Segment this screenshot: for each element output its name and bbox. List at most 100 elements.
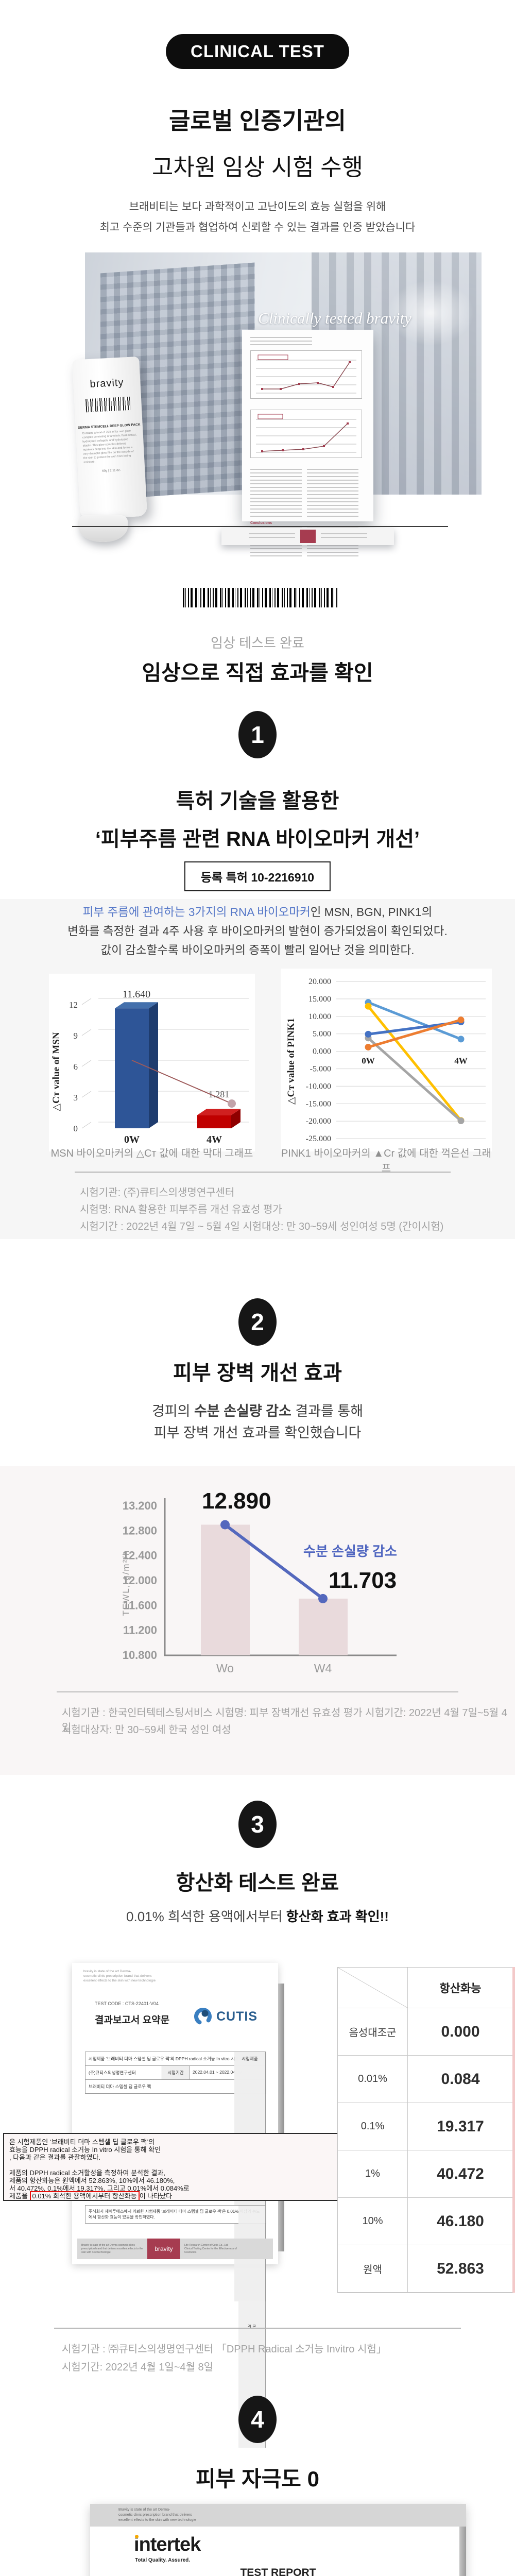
product-brand-label: bravity [89,377,124,390]
svg-text:-20.000: -20.000 [306,1117,331,1126]
table-corner-cell [338,1968,408,2008]
svg-text:수분 손실량 감소: 수분 손실량 감소 [303,1544,397,1559]
document-shadow-edge [278,1984,284,2251]
section-1-number-badge: 1 [238,711,277,758]
document-shadow-edge [459,2522,466,2576]
paper-footer-logo [300,530,316,543]
svg-text:W4: W4 [314,1662,332,1675]
decorative-barcode [183,588,337,607]
svg-text:9: 9 [74,1031,78,1041]
svg-text:12.000: 12.000 [123,1574,157,1587]
msn-bar-chart: 0 3 6 9 12 0W 4W 11.640 1.281 △Cт value of MSN [49,974,255,1151]
section-2-number-badge: 2 [238,1298,277,1346]
section-3-number-badge: 3 [238,1801,277,1848]
test-name-info: 시험명: RNA 활용한 피부주름 개선 유효성 평가 [80,1204,282,1215]
msn-chart-caption: MSN 바이오마커의 △Cт 값에 대한 막대 그래프 [50,1148,253,1159]
table-row-value: 0.000 [408,2008,513,2056]
table-row-label: 1% [338,2150,408,2198]
svg-text:4W: 4W [454,1056,468,1066]
intertek-test-report-document: Bravity is state of the art Derma- cosme… [90,2504,466,2576]
research-paper: Conclusions [221,330,394,557]
cutis-logo: CUTIS [193,2006,258,2027]
section-4-title: 피부 자극도 0 [196,2467,319,2491]
svg-text:12: 12 [69,1000,78,1010]
svg-text:12.800: 12.800 [123,1524,157,1537]
product-description-label: Contains a total of 75% of its own glow … [82,429,137,464]
section-3-title: 항산화 테스트 완료 [176,1872,339,1894]
svg-text:12.400: 12.400 [123,1549,157,1562]
svg-text:10.000: 10.000 [308,1012,331,1021]
table-row-label: 음성대조군 [338,2008,408,2056]
paper-chart-1 [250,350,362,399]
svg-text:TEWL, g/m²/h: TEWL, g/m²/h [121,1550,131,1616]
cutis-document-footer: Bravity is state of the art Derma-cosmet… [77,2239,273,2259]
pink1-line-chart: 20.000 15.000 10.000 5.000 0.000 -5.000 -10.00… [281,969,492,1151]
svg-text:Wo: Wo [216,1662,234,1675]
cutis-summary-table: 시험명 시험제품 ‘브래비티 더마 스템셀 딥 글로우 팩’의 DPPH rad… [85,2052,266,2301]
table-row-label: 0.01% [338,2056,408,2103]
test-period-info: 시험기간 : 2022년 4월 7일 ~ 5월 4일 시험대상: 만 30~59… [80,1221,444,1232]
svg-text:△Cт value of MSN: △Cт value of MSN [51,1032,62,1111]
pink1-chart-caption: PINK1 바이오마커의 ▲Cr 값에 대한 꺽은선 그래프 [281,1148,492,1174]
svg-text:1.281: 1.281 [209,1089,230,1099]
table-row-value: 0.084 [408,2056,513,2103]
table-accent-strip [512,1967,515,2293]
intro-headline: 임상으로 직접 효과를 확인 [142,661,373,685]
svg-text:4W: 4W [207,1134,222,1145]
svg-text:3: 3 [74,1093,78,1103]
svg-text:13.200: 13.200 [123,1499,157,1512]
divider-line [75,1172,451,1173]
document-header-small-text: bravity is state of the art Derma- cosme… [83,1970,156,1982]
paper-columns [250,469,365,518]
divider-line [54,2328,461,2329]
svg-text:0: 0 [74,1124,78,1133]
paper-text-placeholder [250,337,312,346]
page-title-line1: 글로벌 인증기관의 [169,108,346,134]
svg-text:0W: 0W [124,1134,140,1145]
document-header-bar: Bravity is state of the art Derma- cosme… [90,2504,466,2527]
antioxidant-highlight: 0.01% 희석한 용액에서부터 항산화능 [29,2191,140,2200]
product-tube: bravity DERMA STEMCELL DEEP GLOW PACK Co… [72,356,148,520]
conclusion-row: 결 론 주식회사 제이투에스에서 의뢰한 시험제품 ‘브래비티 더마 스템셀 딥… [85,2205,266,2448]
intro-eyebrow: 임상 테스트 완료 [211,635,304,651]
test-org-info: 시험기관 : 한국인터텍테스팅서비스 시험명: 피부 장벽개선 유효성 평가 시… [62,1707,507,1734]
table-header-cell: 항산화능 [408,1968,513,2008]
product-barcode [85,396,131,413]
test-subject-info: 시험대상자: 만 30~59세 한국 성인 여성 [62,1724,231,1736]
section-1-paragraph: 피부 주름에 관여하는 3가지의 RNA 바이오마커인 MSN, BGN, PI… [67,906,448,957]
table-row-value: 19.317 [408,2103,513,2150]
paragraph-highlight: 피부 주름에 관여하는 3가지의 RNA 바이오마커 [82,906,311,919]
divider-line [72,526,448,527]
svg-text:-10.000: -10.000 [306,1082,331,1091]
section-1-title-line2: ‘피부주름 관련 RNA 바이오마커 개선’ [95,828,420,851]
svg-text:11.200: 11.200 [123,1624,157,1637]
patent-number-box: 등록 특허 10-2216910 [184,861,331,891]
svg-text:-15.000: -15.000 [306,1099,331,1108]
svg-text:-5.000: -5.000 [310,1065,331,1074]
test-org-info: 시험기관: (주)큐티스의생명연구센터 [80,1187,235,1198]
section-2-title: 피부 장벽 개선 효과 [173,1362,342,1384]
intertek-logo: iintertekntertek [134,2534,201,2555]
test-report-title: TEST REPORT [240,2567,316,2576]
table-row-value: 52.863 [408,2245,513,2293]
intertek-tagline: Total Quality. Assured. [135,2557,191,2563]
svg-text:0.000: 0.000 [313,1047,331,1056]
svg-text:5.000: 5.000 [313,1030,331,1039]
svg-text:11.703: 11.703 [329,1568,397,1593]
svg-text:0W: 0W [362,1056,375,1066]
table-row-label: 0.1% [338,2103,408,2150]
table-row-value: 46.180 [408,2198,513,2245]
cutis-excerpt-zoom-box: 은 시험제품인 ‘브래비티 더마 스템셀 딥 글로우 팩’의 효능을 DPPH r… [3,2133,339,2201]
antioxidant-result-table: 항산화능 음성대조군 0.000 0.01% 0.084 0.1% 19.317 1% 40.4… [337,1967,513,2293]
section-4-number-badge: 4 [238,2396,277,2443]
svg-text:15.000: 15.000 [308,995,331,1004]
svg-text:10.800: 10.800 [123,1649,157,1662]
svg-text:11.600: 11.600 [123,1599,157,1612]
test-code-label: TEST CODE : CTS-22401-V04 [95,2001,159,2006]
svg-text:12.890: 12.890 [202,1488,271,1514]
product-size-label: 60g | 2.11 oz. [102,468,121,473]
page-title-line2: 고차원 임상 시험 수행 [151,154,364,180]
clinical-test-badge: CLINICAL TEST [166,34,349,69]
svg-text:-25.000: -25.000 [306,1134,331,1143]
